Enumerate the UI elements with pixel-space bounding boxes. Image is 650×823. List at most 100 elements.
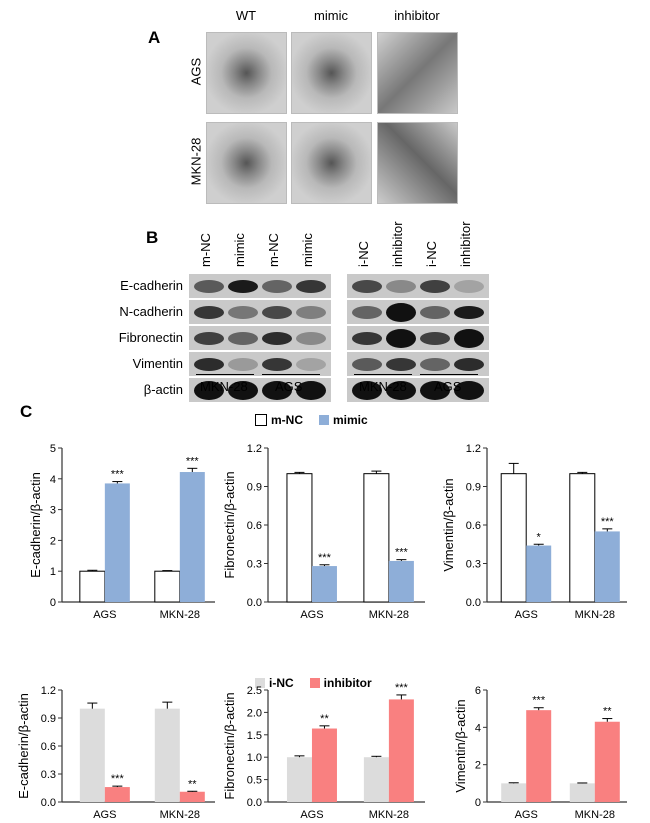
y-tick-label: 0.6 (466, 520, 481, 532)
legend-label-mimic: mimic (333, 413, 368, 427)
blot-strip (347, 326, 489, 352)
significance-label: ** (320, 713, 329, 725)
bar (79, 708, 105, 802)
column-header-inhibitor: inhibitor (394, 8, 440, 23)
significance-label: ** (603, 706, 612, 718)
bar (569, 473, 596, 603)
blot-band (352, 306, 382, 319)
bar (154, 708, 180, 802)
y-tick-label: 0.3 (41, 769, 56, 781)
x-tick-label: AGS (93, 809, 116, 821)
y-tick-label: 4 (50, 474, 56, 486)
blot-band (352, 280, 382, 293)
bar (311, 566, 337, 602)
bar (569, 783, 595, 802)
legend-swatch-inhibitor (309, 678, 320, 688)
significance-label: *** (318, 552, 332, 564)
blot-band (386, 303, 416, 322)
significance-label: *** (111, 469, 125, 481)
y-tick-label: 1.0 (247, 752, 262, 764)
x-tick-label: MKN-28 (369, 609, 409, 621)
blot-band (386, 358, 416, 371)
micrograph-ags-wt (206, 32, 287, 114)
y-axis-label: Vimentin/β-actin (453, 699, 468, 792)
y-tick-label: 2.5 (247, 685, 262, 697)
blot-band (352, 332, 382, 345)
x-tick-label: AGS (300, 609, 323, 621)
cell-line-ags-right: AGS (434, 379, 462, 394)
bar (154, 570, 181, 603)
panel-c-label: C (20, 402, 33, 421)
y-tick-label: 1.2 (247, 443, 262, 455)
y-tick-label: 0.5 (247, 775, 262, 787)
legend-swatch-inc (255, 678, 265, 688)
y-axis-label: E-cadherin/β-actin (16, 693, 31, 799)
bar (286, 473, 313, 603)
y-tick-label: 0.6 (247, 520, 262, 532)
y-tick-label: 1.2 (41, 685, 56, 697)
blot-band (296, 358, 326, 371)
y-tick-label: 6 (475, 685, 481, 697)
protein-labels: E-cadherin N-cadherin Fibronectin Vimentin β… (88, 274, 183, 404)
bar (501, 783, 527, 802)
blot-band (228, 381, 258, 400)
underline-ags-right (420, 374, 478, 375)
underline-mkn28-right (354, 374, 412, 375)
blot-band (262, 280, 292, 293)
protein-label: Fibronectin (118, 330, 183, 345)
bar (311, 728, 337, 802)
bar (594, 531, 620, 602)
legend-swatch-mnc (255, 414, 267, 426)
y-tick-label: 4 (475, 722, 481, 734)
y-axis-label: Fibronectin/β-actin (222, 692, 237, 799)
y-tick-label: 0.9 (41, 713, 56, 725)
y-tick-label: 2.0 (247, 707, 262, 719)
x-tick-label: AGS (300, 809, 323, 821)
y-tick-label: 0.0 (247, 797, 262, 809)
blot-strip (347, 378, 489, 404)
bar (526, 545, 552, 602)
blot-band (420, 306, 450, 319)
y-tick-label: 1.5 (247, 730, 262, 742)
blot-band (228, 332, 258, 345)
blot-band (296, 306, 326, 319)
blot-band (296, 381, 326, 400)
underline-mkn28-left (196, 374, 254, 375)
micrograph-mkn28-mimic (291, 122, 372, 204)
x-tick-label: AGS (93, 609, 116, 621)
x-tick-label: AGS (515, 609, 538, 621)
y-tick-label: 0.3 (466, 559, 481, 571)
bar (79, 570, 106, 603)
blot-band (420, 332, 450, 345)
blot-band (420, 358, 450, 371)
blot-strip (347, 274, 489, 300)
legend-label-inhibitor: inhibitor (323, 676, 372, 690)
legend-bottom: i-NC inhibitor (255, 676, 372, 690)
y-tick-label: 0 (475, 797, 481, 809)
x-tick-label: MKN-28 (160, 609, 200, 621)
y-tick-label: 0.0 (41, 797, 56, 809)
y-tick-label: 0.3 (247, 559, 262, 571)
y-tick-label: 0.9 (466, 482, 481, 494)
y-tick-label: 0 (50, 597, 56, 609)
bar (179, 791, 205, 802)
legend-top: m-NC mimic (255, 413, 368, 427)
y-tick-label: 0.0 (247, 597, 262, 609)
blot-strip (189, 352, 331, 378)
x-tick-label: MKN-28 (575, 609, 615, 621)
western-blot-right (347, 274, 489, 404)
blot-strip (189, 378, 331, 404)
x-tick-label: MKN-28 (575, 809, 615, 821)
significance-label: *** (532, 695, 546, 707)
bar (594, 721, 620, 802)
x-tick-label: AGS (515, 809, 538, 821)
blot-band (352, 358, 382, 371)
blot-band (420, 280, 450, 293)
underline-ags-left (262, 374, 320, 375)
legend-swatch-mimic (319, 415, 329, 425)
column-header-wt: WT (235, 8, 257, 23)
blot-band (194, 358, 224, 371)
bar (104, 483, 130, 602)
western-blot-left (189, 274, 331, 404)
